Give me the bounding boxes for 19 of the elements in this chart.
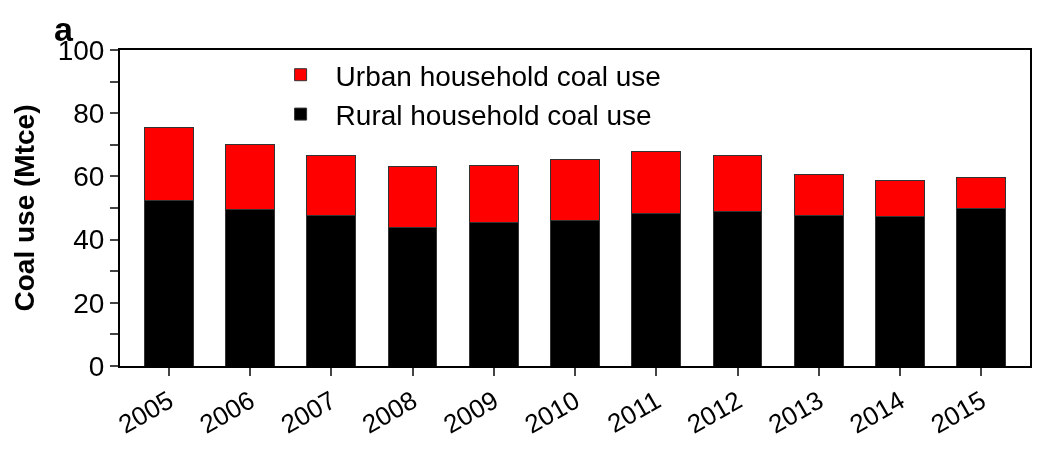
x-tick-label: 2011 <box>602 384 666 439</box>
x-tick-label: 2007 <box>275 384 341 440</box>
x-tick-label: 2015 <box>925 384 991 440</box>
y-tick-label: 20 <box>73 287 105 319</box>
x-tick-label: 2012 <box>681 384 747 440</box>
y-tick-label: 40 <box>73 224 105 256</box>
y-tick-label: 60 <box>73 161 105 193</box>
x-tick-label: 2006 <box>194 384 260 440</box>
y-axis-title: Coal use (Mtce) <box>8 104 40 312</box>
x-tick-label: 2013 <box>763 384 829 440</box>
x-tick-label: 2014 <box>844 384 910 440</box>
x-tick-label: 2009 <box>438 384 504 440</box>
y-tick-label: 80 <box>73 98 105 129</box>
x-tick-label: 2010 <box>519 384 585 440</box>
legend-label: Rural household coal use <box>335 100 652 132</box>
legend-label: Urban household coal use <box>335 60 661 92</box>
x-tick-label: 2008 <box>356 384 422 440</box>
x-tick-label: 2005 <box>113 384 179 440</box>
y-tick-label: 0 <box>88 350 105 382</box>
